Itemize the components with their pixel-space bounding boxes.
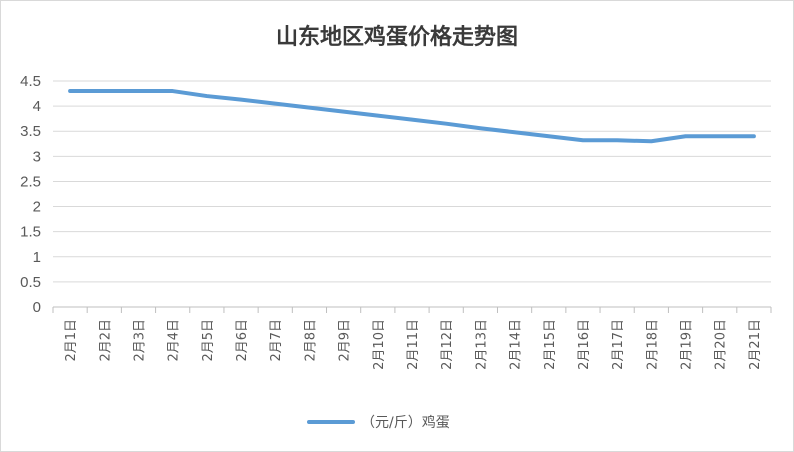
x-tick-label: 2月1日 <box>64 319 79 362</box>
x-tick-label: 2月7日 <box>269 319 284 362</box>
x-tick-label: 2月9日 <box>338 319 353 362</box>
x-tick-label: 2月18日 <box>645 319 660 370</box>
x-tick-label: 2月19日 <box>680 319 695 370</box>
y-tick-label: 4.5 <box>20 73 41 90</box>
x-tick-label: 2月6日 <box>235 319 250 362</box>
y-tick-label: 0 <box>33 299 41 316</box>
x-tick-label: 2月5日 <box>201 319 216 362</box>
x-tick-label: 2月20日 <box>714 319 729 370</box>
y-tick-label: 0.5 <box>20 274 41 291</box>
x-tick-label: 2月13日 <box>474 319 489 370</box>
x-tick-label: 2月11日 <box>406 319 421 370</box>
y-tick-label: 1.5 <box>20 224 41 241</box>
x-tick-label: 2月4日 <box>167 319 182 362</box>
x-tick-label: 2月3日 <box>132 319 147 362</box>
y-axis-ticks: 0 0.5 1 1.5 2 2.5 3 3.5 4 4.5 <box>20 73 41 316</box>
series-layer <box>68 89 756 144</box>
legend-label: （元/斤）鸡蛋 <box>361 414 450 431</box>
x-tick-label: 2月10日 <box>372 319 387 370</box>
x-tick-label: 2月12日 <box>440 319 455 370</box>
y-tick-label: 2.5 <box>20 173 41 190</box>
y-tick-label: 3 <box>33 148 41 165</box>
x-tick-label: 2月15日 <box>543 319 558 370</box>
x-tick-label: 2月8日 <box>303 319 318 362</box>
y-tick-label: 2 <box>33 199 41 216</box>
y-tick-label: 4 <box>33 98 41 115</box>
y-tick-label: 1 <box>33 249 41 266</box>
legend: （元/斤）鸡蛋 <box>307 414 450 431</box>
x-axis-ticks: 2月1日 2月2日 2月3日 2月4日 2月5日 2月6日 2月7日 2月8日 2月9日 2月10… <box>64 319 763 370</box>
x-tick-label: 2月16日 <box>577 319 592 370</box>
x-tick-label: 2月14日 <box>509 319 524 370</box>
x-tick-label: 2月21日 <box>748 319 763 370</box>
series-line <box>68 89 756 144</box>
y-tick-label: 3.5 <box>20 123 41 140</box>
chart-title: 山东地区鸡蛋价格走势图 <box>276 24 518 50</box>
x-tick-label: 2月2日 <box>98 319 113 362</box>
x-tick-label: 2月17日 <box>611 319 626 370</box>
gridlines <box>52 80 772 313</box>
